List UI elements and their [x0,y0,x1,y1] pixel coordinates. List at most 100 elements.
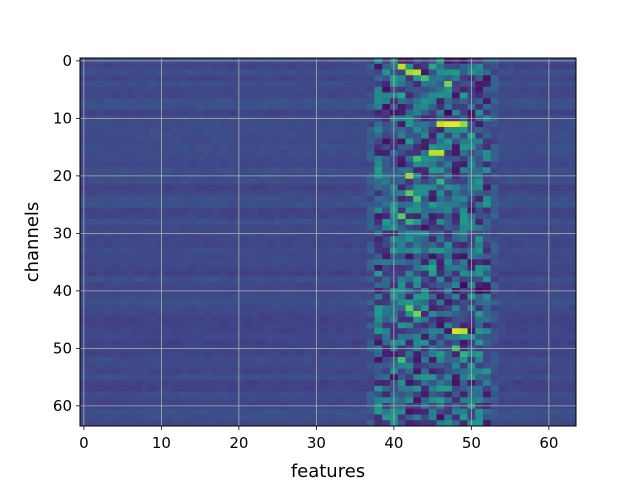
heatmap-cell [506,150,515,157]
heatmap-cell [320,92,329,99]
heatmap-cell [258,357,267,364]
heatmap-cell [273,63,282,70]
heatmap-cell [204,121,213,128]
heatmap-cell [266,219,275,226]
heatmap-cell [87,190,96,197]
heatmap-cell [281,293,290,300]
heatmap-cell [320,265,329,272]
heatmap-cell [281,98,290,105]
heatmap-cell [126,219,135,226]
heatmap-cell [281,328,290,335]
heatmap-cell [436,420,445,427]
heatmap-cell [521,92,530,99]
heatmap-cell [359,69,368,76]
heatmap-cell [382,299,391,306]
heatmap-cell [459,155,468,162]
heatmap-cell [490,236,499,243]
heatmap-cell [537,282,546,289]
heatmap-cell [281,322,290,329]
heatmap-cell [297,69,306,76]
heatmap-cell [521,201,530,208]
heatmap-cell [335,75,344,82]
heatmap-cell [227,190,236,197]
heatmap-cell [459,127,468,134]
heatmap-cell [366,420,375,427]
heatmap-cell [281,368,290,375]
heatmap-cell [521,144,530,151]
heatmap-cell [359,380,368,387]
heatmap-cell [483,144,492,151]
heatmap-cell [521,339,530,346]
heatmap-cell [304,201,313,208]
heatmap-cell [359,178,368,185]
heatmap-cell [219,368,228,375]
heatmap-cell [343,322,352,329]
heatmap-cell [506,305,515,312]
heatmap-cell [227,362,236,369]
heatmap-cell [258,299,267,306]
heatmap-cell [335,334,344,341]
heatmap-cell [366,213,375,220]
heatmap-cell [134,408,143,415]
heatmap-cell [529,305,538,312]
heatmap-cell [173,253,182,260]
heatmap-cell [173,362,182,369]
heatmap-cell [397,150,406,157]
heatmap-cell [436,408,445,415]
heatmap-cell [452,259,461,266]
heatmap-cell [126,247,135,254]
heatmap-cell [297,311,306,318]
heatmap-cell [281,224,290,231]
heatmap-cell [436,299,445,306]
heatmap-cell [452,86,461,93]
heatmap-cell [289,299,298,306]
heatmap-cell [281,414,290,421]
heatmap-cell [149,265,158,272]
heatmap-cell [366,351,375,358]
heatmap-cell [118,380,127,387]
heatmap-cell [87,109,96,116]
heatmap-cell [149,184,158,191]
heatmap-cell [304,236,313,243]
heatmap-cell [444,167,453,174]
heatmap-cell [351,259,360,266]
heatmap-cell [490,380,499,387]
heatmap-cell [351,69,360,76]
heatmap-cell [211,334,220,341]
heatmap-cell [359,121,368,128]
heatmap-cell [180,270,189,277]
heatmap-cell [173,98,182,105]
heatmap-cell [250,92,259,99]
heatmap-cell [87,201,96,208]
heatmap-cell [366,414,375,421]
heatmap-cell [560,104,569,111]
heatmap-cell [521,391,530,398]
heatmap-cell [483,316,492,323]
heatmap-cell [483,351,492,358]
heatmap-cell [436,276,445,283]
heatmap-cell [529,339,538,346]
heatmap-cell [421,207,430,214]
heatmap-cell [227,339,236,346]
heatmap-cell [444,104,453,111]
x-tick-label: 10 [152,434,171,452]
heatmap-cell [521,167,530,174]
heatmap-cell [320,184,329,191]
heatmap-cell [149,190,158,197]
heatmap-cell [258,253,267,260]
heatmap-cell [273,69,282,76]
heatmap-cell [111,201,120,208]
heatmap-cell [413,81,422,88]
heatmap-cell [498,178,507,185]
heatmap-cell [297,242,306,249]
heatmap-cell [219,259,228,266]
heatmap-cell [173,167,182,174]
heatmap-cell [413,219,422,226]
heatmap-cell [459,190,468,197]
heatmap-cell [490,247,499,254]
heatmap-cell [87,368,96,375]
heatmap-cell [118,259,127,266]
heatmap-cell [335,190,344,197]
heatmap-cell [351,98,360,105]
heatmap-cell [211,109,220,116]
